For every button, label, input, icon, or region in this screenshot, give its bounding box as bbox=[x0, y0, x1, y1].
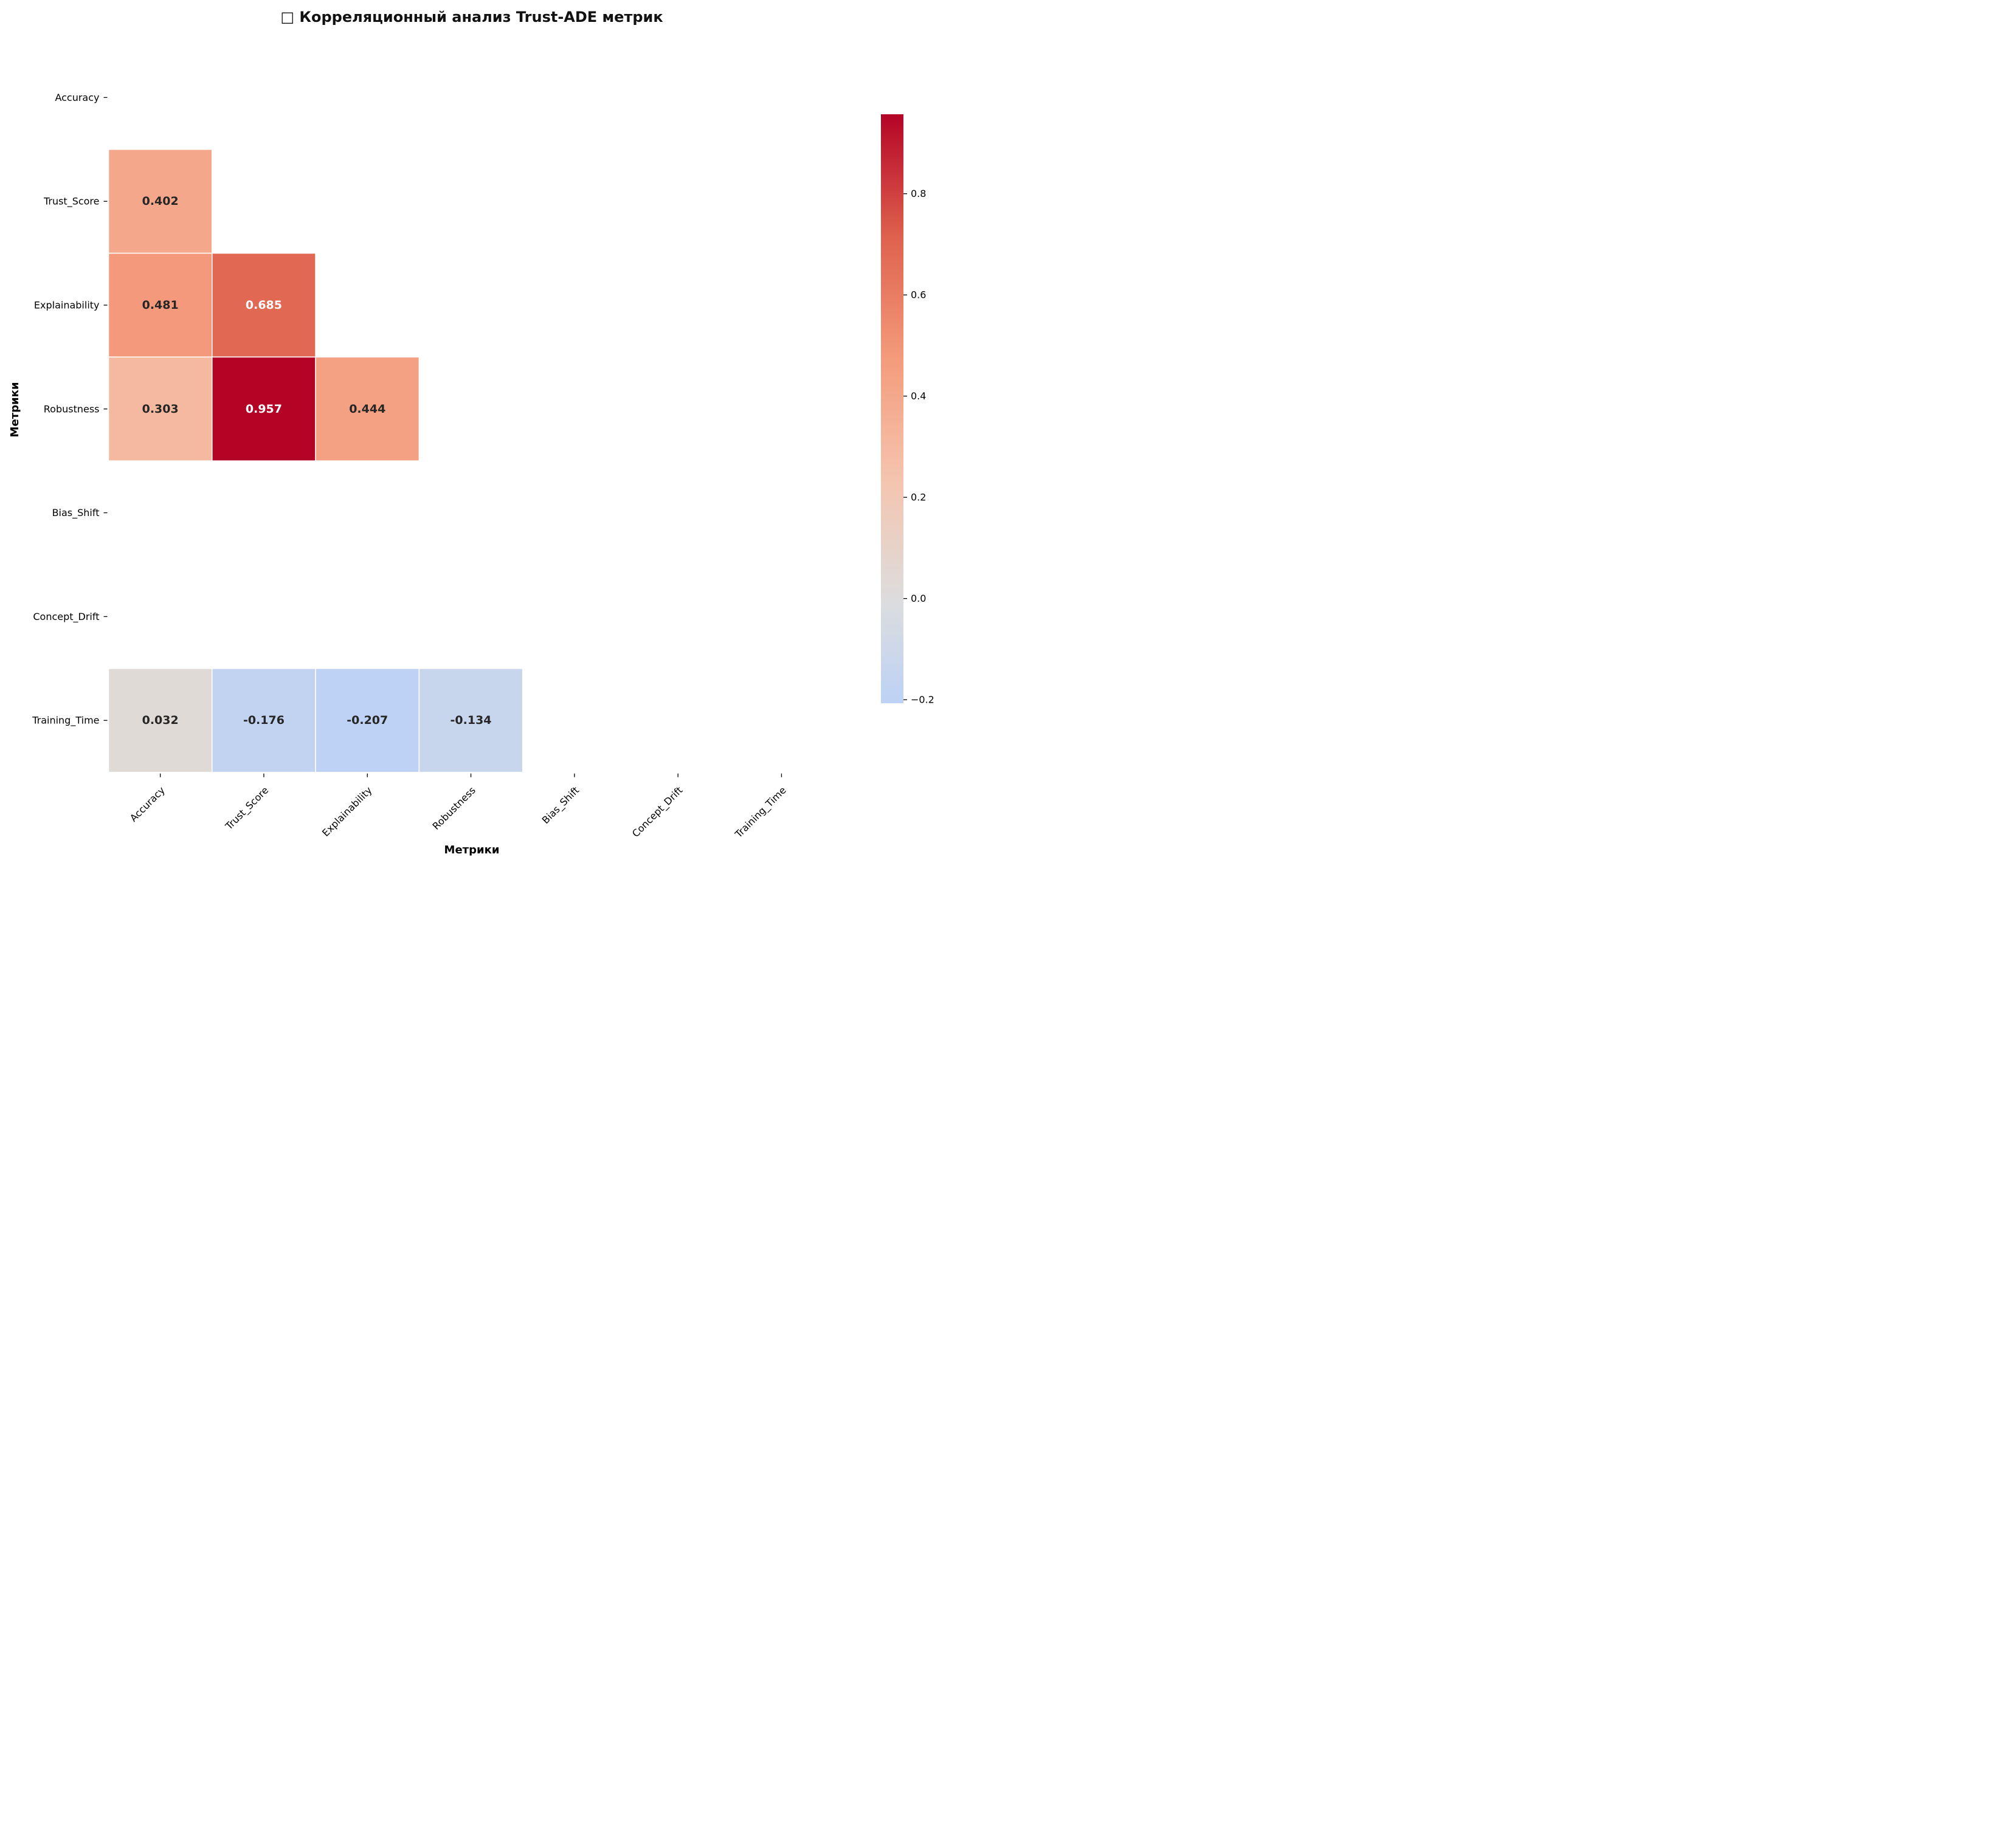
colorbar-tick-label: 0.0 bbox=[911, 593, 926, 604]
y-tick-label: Accuracy bbox=[55, 92, 99, 103]
x-tick-label: Bias_Shift bbox=[540, 784, 582, 826]
colorbar-tick-label: −0.2 bbox=[911, 694, 934, 706]
y-tick-label: Trust_Score bbox=[43, 196, 100, 208]
heatmap-cell bbox=[418, 668, 523, 773]
y-tick-label: Robustness bbox=[44, 403, 100, 415]
x-tick-label: Robustness bbox=[430, 784, 478, 832]
cell-value-label: 0.032 bbox=[142, 714, 179, 727]
y-tick-label: Bias_Shift bbox=[52, 507, 100, 519]
cell-value-label: 0.402 bbox=[142, 195, 179, 208]
heatmap-cell bbox=[212, 356, 316, 461]
y-tick-label: Concept_Drift bbox=[33, 611, 99, 623]
x-tick-label: Accuracy bbox=[128, 784, 167, 824]
heatmap-cell bbox=[108, 252, 213, 358]
heatmap-cell bbox=[315, 356, 420, 461]
cell-value-label: -0.207 bbox=[347, 714, 388, 727]
colorbar-tick-label: 0.4 bbox=[911, 390, 926, 402]
cell-value-label: 0.957 bbox=[246, 402, 282, 416]
x-tick-label: Training_Time bbox=[733, 784, 789, 841]
x-tick-label: Concept_Drift bbox=[630, 784, 685, 839]
heatmap-cell bbox=[212, 252, 316, 358]
heatmap-cell-labels: 0.402 0.481 0.685 0.303 0.957 0.444 0.032 -0.17… bbox=[142, 195, 492, 727]
colorbar: −0.2 0.0 0.2 0.4 0.6 0.8 bbox=[881, 114, 934, 706]
heatmap-cell bbox=[108, 668, 213, 773]
cell-value-label: 0.444 bbox=[349, 402, 385, 416]
colorbar-tick-label: 0.6 bbox=[911, 289, 926, 301]
heatmap-cells bbox=[108, 149, 523, 773]
cell-value-label: 0.303 bbox=[142, 402, 179, 416]
x-axis-ticks: Accuracy Trust_Score Explainability Robustn… bbox=[128, 773, 789, 841]
colorbar-gradient bbox=[881, 114, 903, 703]
heatmap-cell bbox=[315, 668, 420, 773]
correlation-heatmap-figure: □ Корреляционный анализ Trust-ADE метрик… bbox=[9, 9, 934, 856]
x-tick-label: Trust_Score bbox=[223, 784, 271, 833]
heatmap-cell bbox=[108, 356, 213, 461]
cell-value-label: -0.176 bbox=[243, 714, 285, 727]
x-tick-label: Explainability bbox=[320, 784, 375, 839]
y-axis-ticks: Accuracy Trust_Score Explainability Robustn… bbox=[32, 92, 108, 727]
cell-value-label: 0.481 bbox=[142, 298, 179, 312]
chart-title: □ Корреляционный анализ Trust-ADE метрик bbox=[280, 9, 663, 26]
heatmap-cell bbox=[108, 149, 213, 254]
cell-value-label: 0.685 bbox=[246, 298, 282, 312]
x-axis-label: Метрики bbox=[444, 844, 500, 856]
colorbar-tick-label: 0.2 bbox=[911, 492, 926, 503]
cell-value-label: -0.134 bbox=[450, 714, 492, 727]
colorbar-tick-label: 0.8 bbox=[911, 188, 926, 199]
heatmap-cell bbox=[212, 668, 316, 773]
y-tick-label: Training_Time bbox=[32, 715, 99, 727]
y-axis-label: Метрики bbox=[9, 382, 21, 438]
y-tick-label: Explainability bbox=[34, 300, 100, 311]
